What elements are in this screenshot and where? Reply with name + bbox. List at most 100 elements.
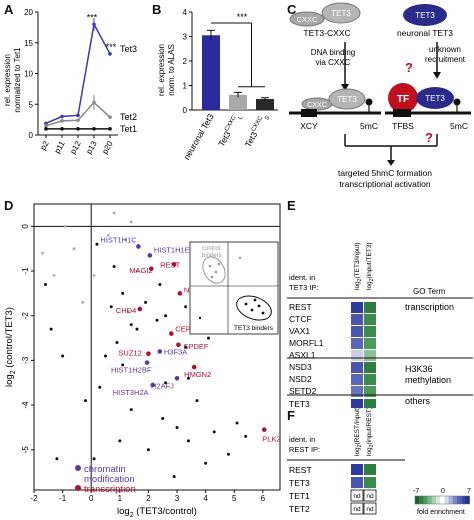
nd-label: nd: [366, 506, 374, 513]
question-mark-1: ?: [405, 60, 413, 75]
panel-b-bar: [229, 94, 247, 110]
inset-control-label-2: binders: [202, 253, 222, 259]
scatter-point: [144, 300, 148, 304]
panel-e-cell-ctcf-c1: [351, 314, 363, 325]
panel-a-sig-2: ***: [106, 42, 117, 52]
panel-d-frame: [33, 203, 281, 491]
inset-dot: [253, 298, 257, 302]
scatter-label-plk2: PLK2: [262, 435, 280, 444]
scatter-point: [164, 314, 168, 318]
tet3-protein-top: [321, 2, 361, 24]
scatter-point-control: [72, 247, 76, 251]
scatter-point: [135, 327, 139, 331]
scale-title: fold enrichment: [417, 509, 465, 516]
panel-b-sig-label: ***: [237, 12, 248, 22]
scatter-point: [104, 354, 108, 358]
panel-e-cell-nsd2-c1: [351, 374, 363, 385]
panel-e-row-vax1: VAX1: [289, 326, 310, 336]
inset-dot: [214, 270, 218, 274]
panel-b-ylabel-2: norm. to ALAS: [167, 44, 176, 96]
scale-swatch: [431, 496, 437, 504]
panel-e-cell-rest-c1: [351, 302, 363, 313]
panel-e-cell-tet3-c1: [351, 399, 363, 408]
scatter-point: [92, 457, 96, 461]
merge-arrow-head: [387, 160, 395, 166]
panel-a-ytick-label: 15: [24, 39, 33, 48]
nd-label: nd: [353, 506, 361, 513]
tet3-protein-dna: [328, 88, 366, 110]
scatter-point: [235, 421, 239, 425]
scatter-label-cep290: CEP290: [175, 325, 203, 334]
panel-e-row-asxl1: ASXL1: [289, 350, 316, 360]
scale-zero-label: 0: [441, 488, 445, 495]
tet3-dna-label: TET3: [337, 95, 357, 104]
panel-e-cell-vax1-c1: [351, 326, 363, 337]
scatter-label-hist3h2a: HIST3H2A: [113, 388, 149, 397]
scatter-point: [121, 291, 125, 295]
tfbs-label: TFBS: [392, 121, 414, 131]
panel-f-cell-tet3-c2: [364, 477, 376, 488]
panel-e-cell-nsd3-c1: [351, 362, 363, 373]
scatter-point: [186, 376, 190, 380]
scatter-point-control: [112, 211, 116, 215]
scatter-point: [175, 425, 179, 429]
cxxc-top-label: CXXC: [297, 15, 318, 24]
scatter-point: [83, 399, 87, 403]
panel-d-xtick-label: 6: [261, 494, 266, 503]
panel-label-b: B: [152, 2, 162, 17]
panel-label-f: F: [287, 408, 295, 423]
panel-b-ytick-label: 4: [183, 8, 188, 17]
panel-f-row-tet3: TET3: [289, 478, 310, 488]
scatter-label-suz12: SUZ12: [118, 349, 141, 358]
panel-d-scatter: -2 -1 0 1 2 3 4 5 6 0 -1 -2 -3 -4 -5 log2 (TET3/control…: [4, 203, 281, 519]
panel-e-row-ctcf: CTCF: [289, 314, 312, 324]
panel-a-point-tet1: [60, 127, 64, 131]
panel-d-xtick-label: 2: [146, 494, 151, 503]
panel-d-ytick-label: 0: [21, 224, 30, 229]
panel-e-cell-setd2-c1: [351, 386, 363, 397]
panel-c-diagram: CXXC TET3 TET3-CXXC TET3 neuronal TET3 D…: [289, 2, 471, 189]
scatter-point: [95, 242, 99, 246]
xcy-site: [301, 109, 317, 117]
panel-f-col1-label: log2(REST/input): [354, 408, 363, 456]
scatter-point: [115, 341, 119, 345]
scatter-label-magi2: MAGI2: [129, 266, 152, 275]
panel-a-ytick-label: 0: [29, 131, 34, 140]
panel-e-cell-asxl1-c1: [351, 350, 363, 361]
panel-f-cell-rest-c2: [364, 464, 376, 475]
scatter-point-magi2: [148, 266, 154, 272]
scatter-point: [184, 345, 188, 349]
scatter-point: [206, 336, 210, 340]
panel-e-col2-label: log2(input/TET3): [366, 242, 375, 290]
panel-a-ytick-label: 10: [24, 70, 33, 79]
right-arrow-head: [433, 72, 441, 79]
go-term-methylation: methylation: [405, 375, 451, 385]
legend-transcription-dot: [75, 485, 81, 491]
tet3-protein-right-dna: [416, 87, 454, 109]
scatter-label-hmgn2: HMGN2: [184, 370, 211, 379]
panel-f-row-rest: REST: [289, 465, 312, 475]
scatter-point: [118, 439, 122, 443]
inset-tet3-ellipse: [236, 295, 272, 321]
scatter-point-control: [52, 274, 56, 277]
panel-f-row-tet1: TET1: [289, 491, 310, 501]
panel-f-ident-2: REST IP:: [289, 445, 320, 454]
left-title: TET3-CXXC: [303, 28, 350, 38]
legend-chromatin-dot: [75, 465, 81, 471]
fold-enrichment-scale: [414, 495, 470, 505]
scatter-point: [212, 430, 216, 434]
scatter-point: [161, 417, 165, 420]
scatter-point-hist1h1c: [136, 244, 141, 249]
panel-b-xtick-label: neuronal Tet3: [181, 112, 215, 162]
scale-min-label: -7: [413, 488, 419, 495]
panel-a-point-tet1: [76, 127, 80, 131]
panel-b-xtick-label: Tet3CXXCS: [243, 112, 272, 150]
legend-chromatin-label-2: modification: [84, 474, 135, 485]
scatter-point: [55, 457, 59, 461]
scale-max-label: 7: [467, 488, 471, 495]
panel-a-xtick-label: p20: [100, 139, 115, 156]
scale-swatch: [448, 496, 453, 504]
scatter-point: [61, 354, 65, 358]
inset-dot: [208, 264, 212, 268]
panel-a-point-tet1: [92, 127, 96, 131]
